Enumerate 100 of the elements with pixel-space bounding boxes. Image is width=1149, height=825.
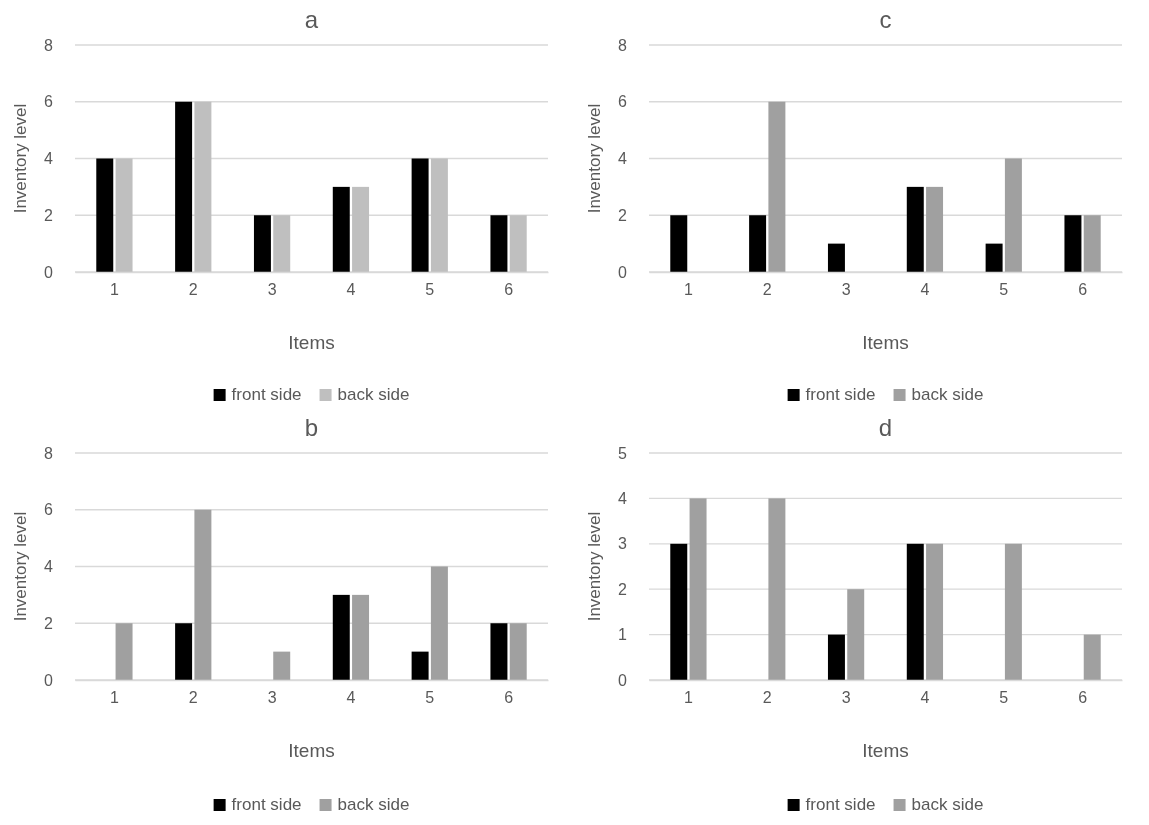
legend-label: front side [231, 795, 302, 814]
bar [1004, 543, 1022, 680]
y-tick-label: 5 [618, 444, 628, 462]
x-tick-label: 1 [683, 689, 693, 707]
x-tick-label: 1 [109, 281, 119, 299]
bar [273, 651, 291, 680]
y-tick-label: 2 [618, 206, 628, 224]
x-tick-label: 5 [425, 281, 435, 299]
y-tick-label: 4 [618, 490, 628, 508]
y-tick-label: 8 [618, 36, 628, 54]
x-tick-label: 6 [504, 281, 514, 299]
bar [96, 158, 114, 272]
x-tick-label: 5 [999, 689, 1009, 707]
x-tick-label: 4 [920, 689, 930, 707]
bar [509, 623, 527, 680]
bar [490, 215, 508, 272]
y-tick-label: 2 [618, 580, 628, 598]
bar [332, 594, 350, 680]
y-tick-label: 0 [44, 263, 54, 281]
bar [827, 634, 845, 680]
bar [411, 158, 429, 272]
bar [194, 509, 212, 680]
x-tick-label: 4 [346, 281, 356, 299]
y-tick-label: 2 [44, 206, 54, 224]
x-tick-label: 6 [1078, 281, 1088, 299]
legend-label: front side [805, 795, 876, 814]
bar [115, 623, 133, 680]
bar [689, 498, 707, 680]
bar [926, 186, 944, 272]
bar [670, 215, 688, 272]
x-tick-label: 5 [999, 281, 1009, 299]
bar [906, 543, 924, 680]
y-axis-title: Inventory level [11, 511, 30, 622]
bar [847, 589, 865, 680]
y-tick-label: 8 [44, 36, 54, 54]
x-axis-title: Items [862, 332, 909, 353]
legend-label: back side [337, 795, 410, 814]
y-tick-label: 4 [44, 150, 54, 168]
x-tick-label: 6 [504, 689, 514, 707]
bar [352, 186, 370, 272]
y-tick-label: 6 [44, 501, 54, 519]
legend-label: front side [231, 385, 302, 404]
bar [1064, 215, 1082, 272]
bar [509, 215, 527, 272]
x-tick-label: 2 [762, 689, 772, 707]
y-tick-label: 1 [618, 626, 628, 644]
x-tick-label: 3 [267, 689, 277, 707]
legend-label: back side [337, 385, 410, 404]
x-tick-label: 2 [188, 281, 198, 299]
x-tick-label: 4 [920, 281, 930, 299]
bar [749, 215, 767, 272]
y-tick-label: 6 [618, 93, 628, 111]
chart-title: c [879, 6, 892, 33]
y-tick-label: 0 [618, 671, 628, 689]
bar [1083, 634, 1101, 680]
bar [332, 186, 350, 272]
x-tick-label: 5 [425, 689, 435, 707]
bar [430, 158, 448, 272]
x-axis-title: Items [288, 740, 335, 761]
y-axis-title: Inventory level [585, 103, 604, 214]
bar [115, 158, 133, 272]
bar [175, 623, 193, 680]
y-tick-label: 6 [44, 93, 54, 111]
bar [906, 186, 924, 272]
y-tick-label: 4 [618, 150, 628, 168]
x-tick-label: 1 [109, 689, 119, 707]
x-tick-label: 3 [267, 281, 277, 299]
bar [253, 215, 271, 272]
x-tick-label: 2 [188, 689, 198, 707]
bar [926, 543, 944, 680]
bar [194, 101, 212, 272]
bar [411, 651, 429, 680]
y-axis-title: Inventory level [11, 103, 30, 214]
bar [1004, 158, 1022, 272]
bar [827, 243, 845, 272]
x-tick-label: 3 [841, 281, 851, 299]
x-tick-label: 3 [841, 689, 851, 707]
x-axis-title: Items [862, 740, 909, 761]
x-tick-label: 6 [1078, 689, 1088, 707]
bar [273, 215, 291, 272]
bar [985, 243, 1003, 272]
chart-title: d [878, 414, 893, 441]
x-tick-label: 4 [346, 689, 356, 707]
x-axis-title: Items [288, 332, 335, 353]
y-tick-label: 0 [44, 671, 54, 689]
bar [670, 543, 688, 680]
legend-label: back side [911, 385, 984, 404]
legend-label: back side [911, 795, 984, 814]
chart-title: b [304, 414, 319, 441]
y-tick-label: 2 [44, 614, 54, 632]
y-tick-label: 0 [618, 263, 628, 281]
y-tick-label: 3 [618, 535, 628, 553]
bar [768, 101, 786, 272]
y-tick-label: 8 [44, 444, 54, 462]
y-tick-label: 4 [44, 558, 54, 576]
chart-title: a [304, 6, 319, 33]
bar [175, 101, 193, 272]
legend-label: front side [805, 385, 876, 404]
bar [430, 566, 448, 680]
bar [1083, 215, 1101, 272]
